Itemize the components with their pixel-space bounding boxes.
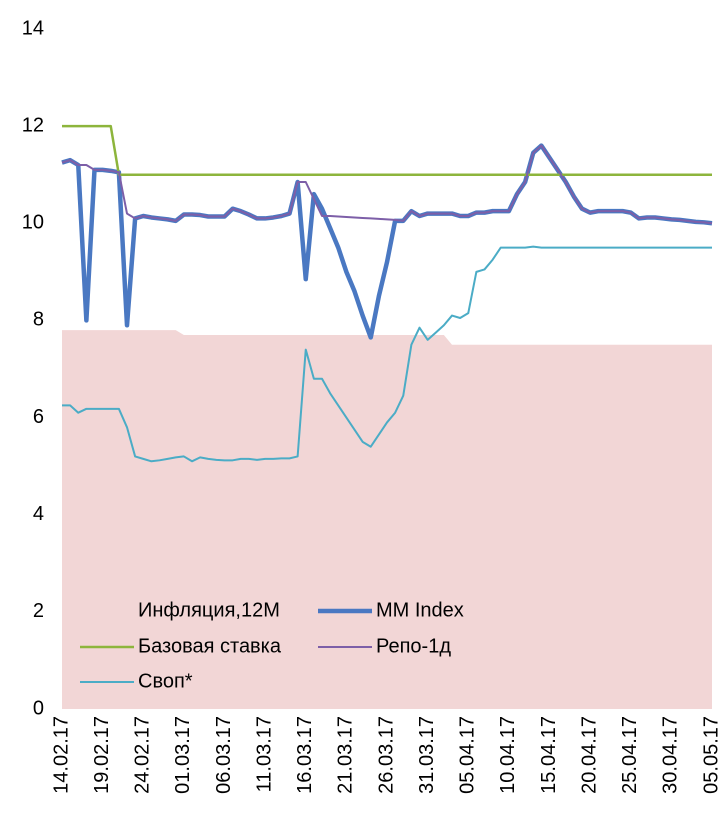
y-tick-label: 14 [22,17,44,39]
legend-label: Репо-1д [376,635,451,657]
y-tick-label: 10 [22,212,44,234]
area [62,330,712,709]
legend-label: Базовая ставка [138,635,282,657]
x-tick-label: 20.04.17 [578,716,600,794]
line [62,245,712,463]
x-tick-label: 30.04.17 [660,716,682,794]
x-tick-label: 21.03.17 [335,716,357,794]
legend-swatch [80,603,134,619]
legend-label: Своп* [138,670,193,692]
x-tick-label: 16.03.17 [294,716,316,794]
x-tick-label: 01.03.17 [172,716,194,794]
y-tick-label: 12 [22,114,44,136]
y-tick-label: 8 [33,309,44,331]
y-tick-label: 0 [33,697,44,719]
x-tick-label: 26.03.17 [375,716,397,794]
x-tick-label: 05.04.17 [457,716,479,794]
legend-label: Инфляция,12М [138,599,280,621]
x-tick-label: 14.02.17 [50,716,72,794]
line [62,124,712,176]
x-tick-label: 10.04.17 [497,716,519,794]
x-tick-label: 06.03.17 [213,716,235,794]
legend-label: MM Index [376,599,464,621]
x-tick-label: 05.05.17 [700,716,722,794]
x-tick-label: 24.02.17 [132,716,154,794]
x-tick-label: 19.02.17 [91,716,113,794]
line [61,144,713,225]
x-tick-label: 25.04.17 [619,716,641,794]
y-tick-label: 4 [33,503,44,525]
x-tick-label: 31.03.17 [416,716,438,794]
y-tick-label: 6 [33,406,44,428]
x-tick-label: 11.03.17 [253,716,275,792]
x-tick-label: 15.04.17 [538,716,560,794]
y-tick-label: 2 [33,600,44,622]
